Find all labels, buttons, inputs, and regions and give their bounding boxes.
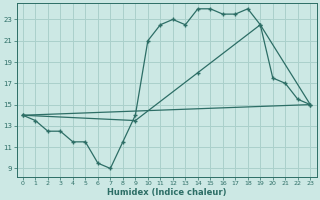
X-axis label: Humidex (Indice chaleur): Humidex (Indice chaleur)	[107, 188, 226, 197]
